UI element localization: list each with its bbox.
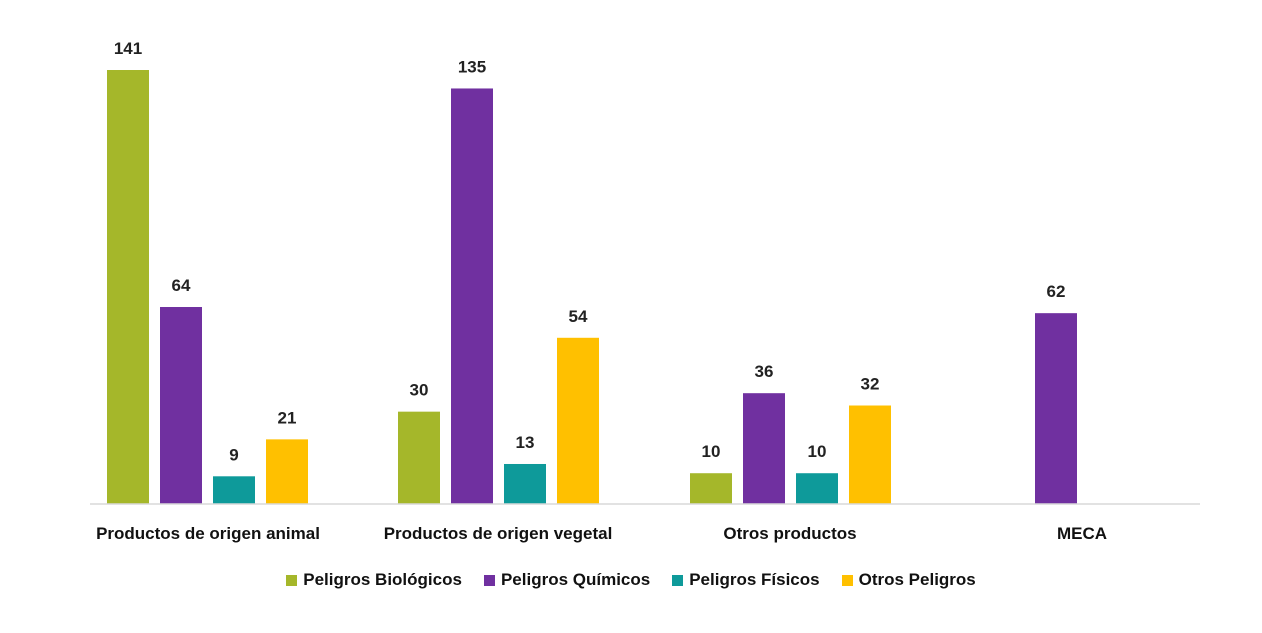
category-label: Otros productos xyxy=(723,524,856,543)
value-label: 54 xyxy=(569,307,588,326)
legend-swatch xyxy=(841,574,853,586)
bar xyxy=(504,463,546,504)
legend-label: Otros Peligros xyxy=(858,570,976,589)
bar xyxy=(107,70,149,504)
bar xyxy=(451,88,493,505)
value-label: 10 xyxy=(702,442,721,461)
value-label: 62 xyxy=(1047,282,1066,301)
bars-group xyxy=(107,70,1077,505)
legend-item: Peligros Biológicos xyxy=(286,570,462,590)
bar xyxy=(160,307,202,504)
bar xyxy=(849,405,891,504)
legend-label: Peligros Biológicos xyxy=(303,570,462,589)
value-label: 30 xyxy=(410,381,429,400)
value-label: 13 xyxy=(516,433,535,452)
category-label: Productos de origen vegetal xyxy=(384,524,613,543)
bar xyxy=(1035,313,1077,504)
legend-swatch xyxy=(286,574,298,586)
legend-item: Peligros Físicos xyxy=(672,570,820,590)
bar xyxy=(213,476,255,504)
value-label: 135 xyxy=(458,57,486,76)
value-label: 32 xyxy=(861,375,880,394)
category-label: MECA xyxy=(1057,524,1107,543)
value-label: 21 xyxy=(278,408,297,427)
legend-swatch xyxy=(483,574,495,586)
bar xyxy=(743,393,785,504)
legend-item: Peligros Químicos xyxy=(483,570,651,590)
bar xyxy=(690,473,732,504)
value-label: 9 xyxy=(229,445,238,464)
value-label: 64 xyxy=(172,276,191,295)
category-labels-group: Productos de origen animal Productos de o… xyxy=(96,524,1107,543)
value-label: 36 xyxy=(755,362,774,381)
value-labels-group: 141 64 9 21 30 135 13 54 10 36 10 32 62 xyxy=(114,39,1066,464)
value-label: 141 xyxy=(114,39,142,58)
value-label: 10 xyxy=(808,442,827,461)
legend: Peligros Biológicos Peligros Químicos Peli… xyxy=(0,568,1262,592)
bar xyxy=(266,439,308,504)
bar xyxy=(398,411,440,504)
bar xyxy=(557,337,599,504)
category-label: Productos de origen animal xyxy=(96,524,320,543)
legend-item: Otros Peligros xyxy=(841,570,976,590)
legend-label: Peligros Químicos xyxy=(500,570,651,589)
legend-label: Peligros Físicos xyxy=(689,570,820,589)
legend-swatch xyxy=(672,574,684,586)
bar xyxy=(796,473,838,504)
